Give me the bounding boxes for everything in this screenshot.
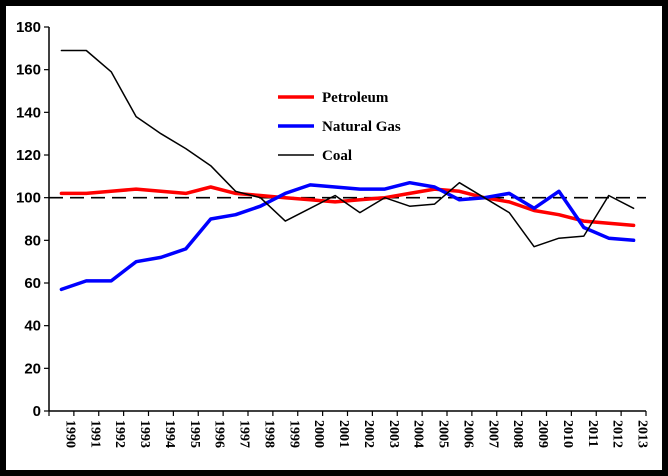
y-axis-tick-labels: 0 20 40 60 80 100 120 140 160 180: [16, 19, 41, 420]
legend-label-coal: Coal: [322, 148, 352, 164]
x-tick-label: 2000: [311, 420, 326, 448]
y-tick-label: 60: [24, 275, 41, 292]
x-tick-label: 1996: [212, 420, 227, 448]
series-line-petroleum: [59, 185, 636, 228]
x-tick-label: 1994: [162, 420, 177, 448]
y-tick-label: 80: [24, 232, 41, 249]
x-tick-label: 2007: [485, 420, 500, 448]
series-line-natural-gas: [59, 180, 636, 292]
x-tick-label: 2010: [560, 420, 575, 448]
y-tick-label: 120: [16, 147, 41, 164]
x-tick-label: 1995: [187, 420, 202, 448]
x-tick-label: 2001: [336, 420, 351, 448]
x-tick-label: 2004: [411, 420, 426, 448]
x-tick-label: 1998: [261, 420, 276, 448]
chart-frame: 0 20 40 60 80 100 120 140 160 180 1990 1991 1992 199…: [6, 6, 662, 470]
x-tick-label: 2003: [386, 420, 401, 448]
y-tick-label: 20: [24, 360, 41, 377]
axes: [44, 26, 647, 416]
y-tick-label: 140: [16, 104, 41, 121]
legend-label-petroleum: Petroleum: [322, 90, 389, 106]
x-tick-label: 2008: [510, 420, 525, 448]
y-tick-label: 40: [24, 318, 41, 335]
x-axis-tick-labels: 1990 1991 1992 1993 1994 1995 1996 1997 1998 1999…: [62, 420, 649, 448]
x-tick-label: 1992: [112, 420, 127, 448]
x-tick-label: 2006: [460, 420, 475, 448]
x-tick-label: 1990: [62, 420, 77, 448]
x-tick-label: 2009: [535, 420, 550, 448]
legend-label-natural-gas: Natural Gas: [322, 119, 401, 135]
x-tick-label: 2013: [635, 420, 650, 448]
y-tick-label: 180: [16, 19, 41, 36]
y-tick-label: 160: [16, 62, 41, 79]
legend: Petroleum Natural Gas Coal: [278, 90, 401, 164]
x-tick-label: 1997: [237, 420, 252, 448]
y-tick-label: 100: [16, 190, 41, 207]
x-tick-label: 2005: [436, 420, 451, 448]
x-tick-label: 1993: [137, 420, 152, 448]
series-line-coal: [60, 49, 635, 248]
x-tick-label: 2002: [361, 420, 376, 448]
series-lines: [59, 49, 636, 292]
x-tick-label: 2012: [610, 420, 625, 448]
y-tick-label: 0: [33, 403, 41, 420]
x-tick-label: 2011: [585, 420, 600, 447]
x-tick-label: 1999: [286, 420, 301, 448]
x-tick-label: 1991: [87, 420, 102, 448]
